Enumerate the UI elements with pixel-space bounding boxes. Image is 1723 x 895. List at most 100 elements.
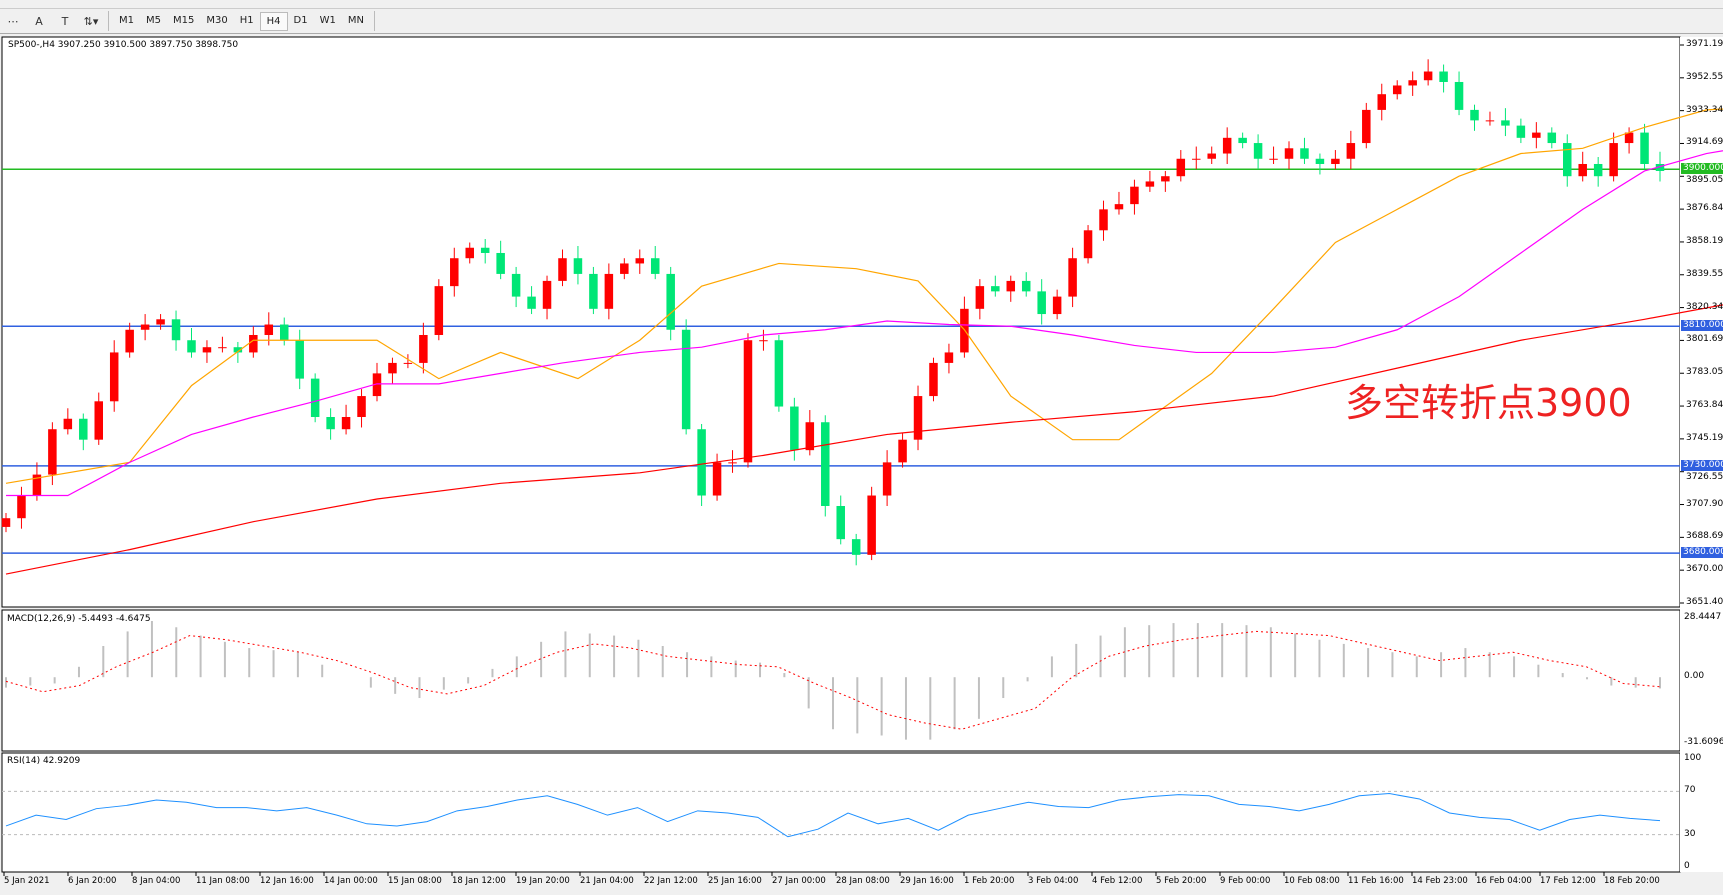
candle-body bbox=[728, 462, 737, 464]
candle-body bbox=[975, 286, 985, 309]
candle-body bbox=[1315, 158, 1325, 164]
candle-body bbox=[1222, 137, 1232, 154]
candle-body bbox=[511, 273, 521, 297]
candle-body bbox=[171, 319, 181, 341]
timeframe-m5[interactable]: M5 bbox=[146, 14, 161, 26]
candle-body bbox=[1145, 181, 1155, 187]
time-axis-label: 27 Jan 00:00 bbox=[772, 876, 826, 886]
candle-body bbox=[1346, 143, 1356, 159]
timeframe-bar: M1 M5 M15 M30 H1 H4 D1 W1 MN bbox=[113, 11, 370, 31]
candle-body bbox=[1362, 109, 1371, 144]
time-axis-label: 5 Jan 2021 bbox=[4, 876, 50, 886]
time-axis-label: 11 Jan 08:00 bbox=[196, 876, 250, 886]
time-axis-label: 14 Jan 00:00 bbox=[324, 876, 378, 886]
timeframe-h1[interactable]: H1 bbox=[239, 14, 254, 26]
level-price-tag: 3730.000 bbox=[1681, 459, 1723, 471]
candle-body bbox=[1130, 186, 1139, 205]
candle-body bbox=[759, 340, 768, 342]
candle-body bbox=[1192, 158, 1201, 160]
candle-body bbox=[125, 329, 134, 353]
rsi-pane bbox=[1, 752, 1681, 873]
candle-body bbox=[929, 362, 938, 397]
candle-body bbox=[1083, 230, 1093, 259]
macd-axis-label: -31.6096 bbox=[1684, 737, 1723, 747]
candle-body bbox=[821, 422, 830, 506]
candle-body bbox=[681, 329, 691, 430]
candle-body bbox=[1021, 280, 1031, 292]
timeframe-m1[interactable]: M1 bbox=[119, 14, 134, 26]
candle-body bbox=[1547, 132, 1557, 144]
time-axis-label: 18 Jan 12:00 bbox=[452, 876, 506, 886]
candle-body bbox=[403, 362, 413, 364]
rsi-line bbox=[5, 793, 1661, 838]
price-axis-label: 3933.340 bbox=[1686, 104, 1723, 115]
candle-body bbox=[249, 334, 258, 353]
time-axis-label: 25 Jan 16:00 bbox=[708, 876, 762, 886]
candle-body bbox=[836, 505, 845, 540]
arrows-icon[interactable]: ⇅▾ bbox=[83, 14, 99, 28]
timeframe-d1[interactable]: D1 bbox=[293, 14, 308, 26]
candle-body bbox=[419, 334, 428, 363]
candle-body bbox=[1207, 153, 1216, 159]
candle-body bbox=[1377, 94, 1387, 110]
candle-body bbox=[589, 273, 598, 309]
time-axis-label: 18 Feb 20:00 bbox=[1604, 876, 1660, 886]
timeframe-m15[interactable]: M15 bbox=[173, 14, 195, 26]
candle-body bbox=[1331, 158, 1340, 164]
candle-body bbox=[1578, 163, 1587, 177]
candle-body bbox=[1392, 85, 1402, 95]
timeframe-m30[interactable]: M30 bbox=[206, 14, 228, 26]
chart-annotation: 多空转折点3900 bbox=[1345, 381, 1632, 425]
rsi-label: RSI(14) 42.9209 bbox=[7, 756, 81, 766]
candle-body bbox=[1609, 143, 1618, 177]
ma-mid-line bbox=[6, 150, 1723, 497]
candle-body bbox=[218, 347, 227, 349]
text-tool-icon[interactable]: A bbox=[35, 14, 43, 28]
main-toolbar bbox=[0, 0, 1723, 9]
price-axis-label: 3820.340 bbox=[1686, 301, 1723, 312]
time-axis-label: 8 Jan 04:00 bbox=[132, 876, 181, 886]
candle-body bbox=[542, 280, 552, 309]
candle-body bbox=[372, 373, 382, 397]
price-axis-label: 3707.905 bbox=[1686, 498, 1723, 509]
timeframe-w1[interactable]: W1 bbox=[319, 14, 336, 26]
candle-body bbox=[898, 439, 907, 463]
timeframe-mn[interactable]: MN bbox=[347, 14, 364, 26]
level-price-tag: 3680.000 bbox=[1681, 547, 1723, 559]
candle-body bbox=[94, 401, 103, 440]
price-axis-label: 3745.195 bbox=[1686, 432, 1723, 443]
price-axis-label: 3688.695 bbox=[1686, 531, 1723, 542]
candle-body bbox=[140, 324, 150, 330]
candle-body bbox=[388, 362, 397, 374]
rsi-axis-label: 70 bbox=[1684, 785, 1696, 796]
candle-body bbox=[1269, 158, 1278, 160]
ma-slow-line bbox=[5, 304, 1723, 575]
candle-body bbox=[79, 418, 88, 440]
candle-body bbox=[1439, 71, 1448, 82]
candle-body bbox=[774, 340, 784, 407]
timeframe-h4[interactable]: H4 bbox=[259, 11, 288, 31]
rsi-axis-label: 30 bbox=[1684, 828, 1696, 839]
text-label-icon[interactable]: T bbox=[61, 14, 69, 28]
time-axis-label: 21 Jan 04:00 bbox=[580, 876, 634, 886]
time-axis-label: 28 Jan 08:00 bbox=[836, 876, 890, 886]
candle-body bbox=[558, 258, 567, 281]
level-price-tag: 3810.000 bbox=[1681, 320, 1723, 332]
candle-body bbox=[712, 462, 722, 496]
candle-body bbox=[1238, 137, 1247, 144]
candle-body bbox=[1454, 81, 1464, 110]
candle-body bbox=[465, 247, 474, 259]
candle-body bbox=[1176, 158, 1186, 177]
price-axis-label: 3763.840 bbox=[1686, 400, 1723, 411]
chart-toolbar: ⋯ A T ⇅▾ M1 M5 M15 M30 H1 H4 D1 W1 MN bbox=[0, 9, 1723, 34]
candle-body bbox=[527, 296, 536, 309]
candle-body bbox=[1300, 148, 1309, 159]
price-axis-label: 3801.695 bbox=[1686, 334, 1723, 345]
candle-body bbox=[635, 258, 645, 264]
candle-body bbox=[1253, 143, 1263, 159]
candle-body bbox=[187, 340, 196, 353]
price-axis-label: 3914.695 bbox=[1686, 137, 1723, 148]
time-axis-label: 6 Jan 20:00 bbox=[68, 876, 117, 886]
grid-icon[interactable]: ⋯ bbox=[7, 14, 19, 28]
